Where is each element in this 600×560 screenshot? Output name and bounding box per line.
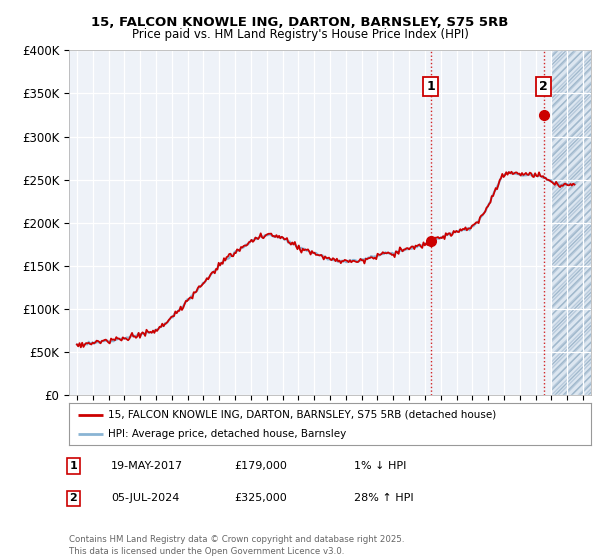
Text: 1% ↓ HPI: 1% ↓ HPI [354,461,406,471]
Text: 2: 2 [539,80,548,93]
Text: £325,000: £325,000 [234,493,287,503]
Bar [551,50,591,395]
Text: 28% ↑ HPI: 28% ↑ HPI [354,493,413,503]
Bar [551,50,591,395]
Text: 15, FALCON KNOWLE ING, DARTON, BARNSLEY, S75 5RB: 15, FALCON KNOWLE ING, DARTON, BARNSLEY,… [91,16,509,29]
Text: £179,000: £179,000 [234,461,287,471]
Text: 19-MAY-2017: 19-MAY-2017 [111,461,183,471]
Bar [551,50,591,395]
Text: 15, FALCON KNOWLE ING, DARTON, BARNSLEY, S75 5RB (detached house): 15, FALCON KNOWLE ING, DARTON, BARNSLEY,… [108,409,496,419]
Text: 2: 2 [70,493,77,503]
Text: 1: 1 [70,461,77,471]
Bar [551,50,591,395]
Text: 05-JUL-2024: 05-JUL-2024 [111,493,179,503]
Text: 1: 1 [427,80,435,93]
Text: HPI: Average price, detached house, Barnsley: HPI: Average price, detached house, Barn… [108,429,346,439]
Text: Price paid vs. HM Land Registry's House Price Index (HPI): Price paid vs. HM Land Registry's House … [131,28,469,41]
Text: Contains HM Land Registry data © Crown copyright and database right 2025.
This d: Contains HM Land Registry data © Crown c… [69,535,404,556]
